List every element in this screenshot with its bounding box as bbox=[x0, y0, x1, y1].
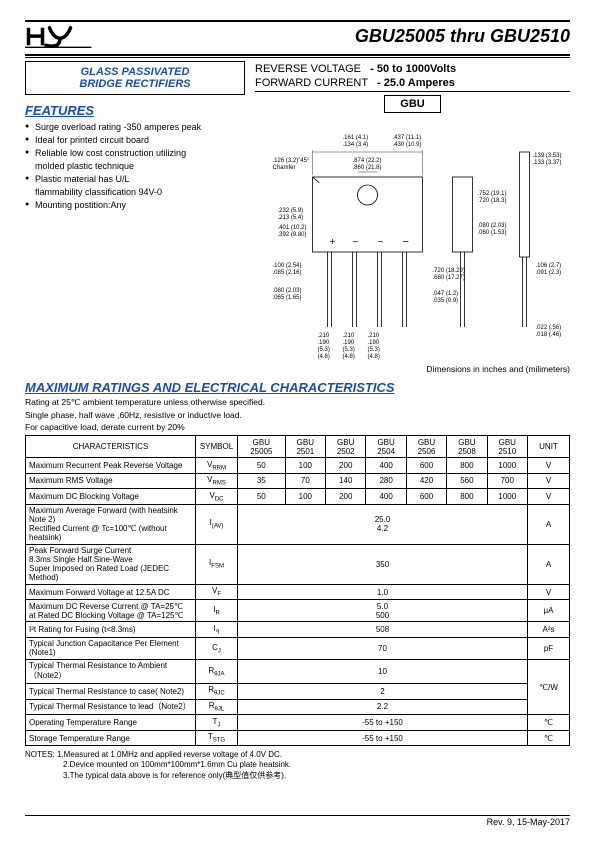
feature-item: Plastic material has U/L bbox=[25, 174, 245, 184]
svg-text:.874 (22.2): .874 (22.2) bbox=[353, 158, 382, 164]
svg-text:.080 (2.03): .080 (2.03) bbox=[478, 223, 507, 229]
rule bbox=[25, 57, 570, 58]
svg-text:.018 (.46): .018 (.46) bbox=[536, 332, 562, 338]
svg-text:.080 (2.03): .080 (2.03) bbox=[273, 288, 302, 294]
svg-text:.860 (21.8): .860 (21.8) bbox=[353, 165, 382, 171]
feature-item: molded plastic technique bbox=[25, 161, 245, 171]
svg-text:.161 (4.1): .161 (4.1) bbox=[343, 135, 369, 141]
rule bbox=[255, 91, 570, 92]
svg-text:.190: .190 bbox=[368, 340, 380, 346]
svg-text:.437 (11.1): .437 (11.1) bbox=[393, 135, 422, 141]
svg-text:.085 (2.16): .085 (2.16) bbox=[273, 270, 302, 276]
header: GBU25005 thru GBU2510 bbox=[25, 24, 570, 49]
footnote: 3.The typical data above is for referenc… bbox=[25, 770, 570, 781]
feature-list: Surge overload rating -350 amperes peak … bbox=[25, 122, 245, 210]
svg-text:+: + bbox=[330, 237, 336, 248]
title-line1: GLASS PASSIVATED bbox=[30, 66, 240, 78]
rating-note: For capacitive load, derate current by 2… bbox=[25, 422, 570, 432]
svg-text:.190: .190 bbox=[318, 340, 330, 346]
svg-text:.430 (10.9): .430 (10.9) bbox=[393, 142, 422, 148]
svg-text:.047 (1.2): .047 (1.2) bbox=[433, 291, 459, 297]
svg-text:.126 (3.2)"45°: .126 (3.2)"45° bbox=[273, 158, 310, 164]
svg-text:.232 (5.9): .232 (5.9) bbox=[278, 208, 304, 214]
svg-text:−: − bbox=[403, 236, 409, 248]
svg-text:.139 (3.53): .139 (3.53) bbox=[533, 153, 562, 159]
svg-text:.401 (10.2): .401 (10.2) bbox=[278, 225, 307, 231]
svg-text:.106 (2.7): .106 (2.7) bbox=[536, 263, 562, 269]
svg-text:(5.3): (5.3) bbox=[368, 347, 380, 353]
rating-note: Single phase, half wave ,60Hz, resistive… bbox=[25, 410, 570, 420]
svg-text:(4.8): (4.8) bbox=[318, 354, 330, 360]
section-heading: MAXIMUM RATINGS AND ELECTRICAL CHARACTER… bbox=[25, 380, 570, 395]
svg-text:.210: .210 bbox=[368, 333, 380, 339]
svg-text:.035 (0.9): .035 (0.9) bbox=[433, 298, 459, 304]
footnotes: NOTES: 1.Measured at 1.0MHz and applied … bbox=[25, 750, 570, 781]
svg-text:.134 (3.4): .134 (3.4) bbox=[343, 142, 369, 148]
svg-text:.060 (1.53): .060 (1.53) bbox=[478, 230, 507, 236]
spec-forward-current: FORWARD CURRENT - 25.0 Amperes bbox=[255, 77, 570, 89]
svg-text:(5.3): (5.3) bbox=[343, 347, 355, 353]
svg-text:.720 (18.3): .720 (18.3) bbox=[478, 198, 507, 204]
feature-item: flammability classification 94V-0 bbox=[25, 187, 245, 197]
svg-text:.213 (5.4): .213 (5.4) bbox=[278, 215, 304, 221]
svg-text:.022 (.56): .022 (.56) bbox=[536, 325, 562, 331]
product-title: GBU25005 thru GBU2510 bbox=[355, 26, 570, 47]
title-box: GLASS PASSIVATED BRIDGE RECTIFIERS bbox=[25, 61, 245, 95]
characteristics-table: CHARACTERISTICSSYMBOLGBU25005GBU2501GBU2… bbox=[25, 435, 570, 746]
footnote: NOTES: 1.Measured at 1.0MHz and applied … bbox=[25, 750, 570, 759]
svg-text:.392 (9.80): .392 (9.80) bbox=[278, 232, 307, 238]
svg-text:~: ~ bbox=[353, 237, 359, 248]
label: FORWARD CURRENT bbox=[255, 77, 368, 89]
svg-text:.210: .210 bbox=[343, 333, 355, 339]
value: - 50 to 1000Volts bbox=[370, 63, 456, 75]
svg-text:.100 (2.54): .100 (2.54) bbox=[273, 263, 302, 269]
svg-text:.720 (18.29): .720 (18.29) bbox=[433, 268, 465, 274]
package-label: GBU bbox=[384, 95, 440, 113]
logo bbox=[25, 24, 95, 49]
top-section: GLASS PASSIVATED BRIDGE RECTIFIERS FEATU… bbox=[25, 61, 570, 374]
top-rule bbox=[25, 20, 570, 22]
spec-reverse-voltage: REVERSE VOLTAGE - 50 to 1000Volts bbox=[255, 63, 570, 75]
svg-text:Chamfer: Chamfer bbox=[273, 165, 296, 171]
svg-text:.752 (19.1): .752 (19.1) bbox=[478, 191, 507, 197]
feature-item: Mounting postition:Any bbox=[25, 200, 245, 210]
feature-item: Reliable low cost construction utilizing bbox=[25, 148, 245, 158]
rule bbox=[25, 54, 570, 56]
svg-text:(5.3): (5.3) bbox=[318, 347, 330, 353]
svg-text:(4.8): (4.8) bbox=[368, 354, 380, 360]
footer: Rev. 9, 15-May-2017 bbox=[25, 814, 570, 827]
rating-note: Rating at 25℃ ambient temperature unless… bbox=[25, 397, 570, 408]
svg-text:.210: .210 bbox=[318, 333, 330, 339]
revision: Rev. 9, 15-May-2017 bbox=[25, 817, 570, 827]
label: REVERSE VOLTAGE bbox=[255, 63, 361, 75]
svg-text:.680 (17.27): .680 (17.27) bbox=[433, 275, 465, 281]
dimension-note: Dimensions in inches and (milimeters) bbox=[255, 364, 570, 374]
svg-text:.133 (3.37): .133 (3.37) bbox=[533, 160, 562, 166]
footnote: 2.Device mounted on 100mm*100mm*1.6mm Cu… bbox=[25, 760, 570, 769]
value: - 25.0 Amperes bbox=[377, 77, 455, 89]
svg-text:.065 (1.65): .065 (1.65) bbox=[273, 295, 302, 301]
svg-text:.091 (2.3): .091 (2.3) bbox=[536, 270, 562, 276]
title-line2: BRIDGE RECTIFIERS bbox=[30, 78, 240, 90]
svg-text:(4.8): (4.8) bbox=[343, 354, 355, 360]
svg-text:.190: .190 bbox=[343, 340, 355, 346]
feature-item: Surge overload rating -350 amperes peak bbox=[25, 122, 245, 132]
feature-item: Ideal for printed circuit board bbox=[25, 135, 245, 145]
svg-text:~: ~ bbox=[378, 237, 384, 248]
features-heading: FEATURES bbox=[25, 103, 245, 118]
package-diagram: + ~ ~ − .161 (4.1) .134 (3.4) .437 (11.1… bbox=[255, 117, 570, 362]
